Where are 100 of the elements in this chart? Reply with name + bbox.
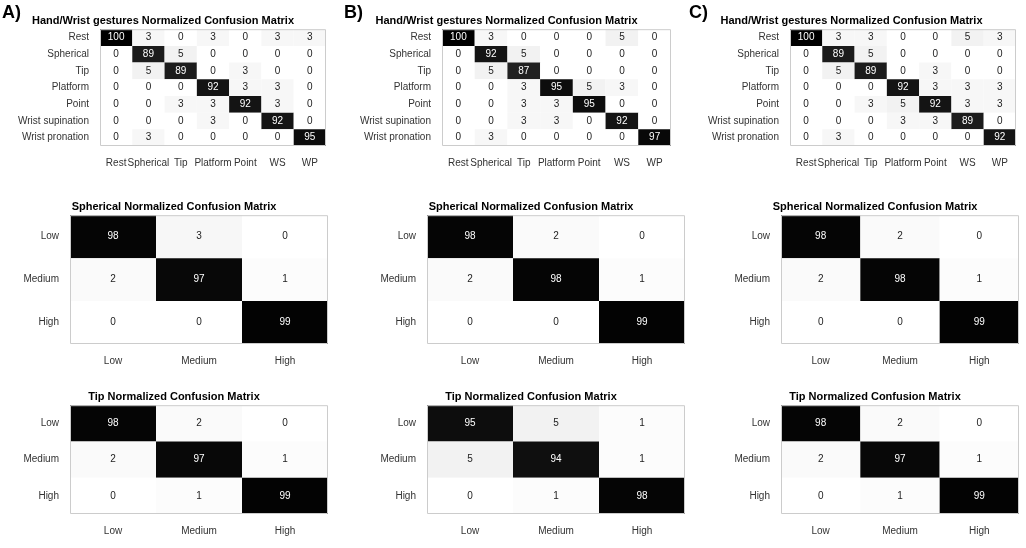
data-label: 89: [865, 64, 877, 76]
y-tick-label: Medium: [380, 273, 416, 285]
data-label: 0: [835, 98, 842, 110]
y-tick-label: High: [38, 489, 59, 501]
data-label: 2: [817, 453, 824, 465]
data-label: 1: [553, 489, 560, 501]
data-label: 87: [518, 64, 530, 76]
x-tick-label: Platform: [537, 156, 576, 168]
data-label: 0: [282, 417, 289, 429]
data-label: 95: [583, 98, 596, 110]
data-label: 98: [550, 273, 562, 285]
data-label: 0: [586, 31, 593, 43]
data-label: 0: [488, 98, 495, 110]
data-label: 92: [616, 114, 628, 126]
data-label: 0: [803, 81, 810, 93]
data-label: 0: [964, 131, 971, 143]
x-tick-label: High: [631, 524, 653, 536]
data-label: 0: [488, 81, 495, 93]
data-label: 5: [586, 81, 593, 93]
data-label: 92: [994, 131, 1006, 143]
data-label: 0: [455, 81, 462, 93]
data-label: 0: [867, 81, 874, 93]
chart-title: Tip Normalized Confusion Matrix: [789, 389, 962, 402]
chart-title: Hand/Wrist gestures Normalized Confusion Matrix: [31, 13, 295, 26]
data-label: 0: [964, 64, 971, 76]
x-tick-label: Rest: [105, 156, 127, 168]
data-label: 0: [274, 131, 281, 143]
y-tick-label: High: [749, 489, 770, 501]
data-label: 99: [279, 316, 291, 328]
data-label: 0: [619, 98, 626, 110]
data-label: 0: [282, 230, 289, 242]
data-label: 3: [145, 31, 152, 43]
y-tick-label: Point: [408, 98, 432, 110]
data-label: 92: [485, 47, 498, 59]
chart-title: Spherical Normalized Confusion Matrix: [428, 199, 635, 212]
data-label: 1: [639, 453, 646, 465]
data-label: 3: [964, 81, 971, 93]
y-tick-label: Low: [751, 417, 771, 429]
data-label: 0: [900, 31, 907, 43]
chart-title: Spherical Normalized Confusion Matrix: [772, 199, 979, 212]
y-tick-label: Wrist pronation: [711, 131, 779, 143]
data-label: 0: [455, 47, 462, 59]
y-tick-label: High: [38, 316, 59, 328]
x-tick-label: Rest: [795, 156, 817, 168]
data-label: 3: [145, 131, 152, 143]
data-label: 0: [242, 114, 249, 126]
data-label: 0: [113, 98, 120, 110]
data-label: 89: [175, 64, 187, 76]
x-tick-label: Tip: [517, 156, 531, 168]
x-tick-label: WS: [269, 156, 286, 168]
data-label: 2: [553, 230, 560, 242]
data-label: 0: [932, 31, 939, 43]
data-label: 3: [867, 98, 874, 110]
data-label: 99: [636, 316, 648, 328]
data-label: 0: [586, 64, 593, 76]
data-label: 3: [521, 81, 527, 93]
data-label: 0: [553, 316, 560, 328]
data-label: 0: [835, 114, 842, 126]
data-label: 95: [550, 81, 563, 93]
data-label: 0: [274, 64, 281, 76]
data-label: 0: [976, 417, 983, 429]
text: C): [689, 2, 708, 23]
data-label: 97: [193, 273, 205, 285]
data-label: 2: [196, 417, 203, 429]
data-label: 5: [867, 47, 874, 59]
data-label: 3: [553, 98, 560, 110]
data-label: 0: [242, 47, 249, 59]
x-tick-label: Point: [923, 156, 947, 168]
y-tick-label: Spherical: [47, 47, 89, 59]
data-label: 0: [932, 131, 939, 143]
data-label: 92: [207, 81, 219, 93]
y-tick-label: Low: [751, 230, 771, 242]
data-label: 5: [488, 64, 495, 76]
data-label: 92: [239, 98, 252, 110]
data-label: 3: [210, 98, 217, 110]
y-tick-label: Medium: [380, 453, 416, 465]
x-tick-label: Low: [460, 524, 480, 536]
y-tick-label: Platform: [741, 81, 779, 93]
data-label: 0: [145, 114, 152, 126]
data-label: 2: [467, 273, 474, 285]
data-label: 97: [894, 453, 906, 465]
data-label: 0: [803, 98, 810, 110]
data-label: 0: [897, 316, 904, 328]
data-label: 1: [639, 417, 646, 429]
data-label: 0: [307, 47, 314, 59]
data-label: 0: [651, 81, 658, 93]
data-label: 3: [619, 81, 626, 93]
data-label: 0: [803, 64, 810, 76]
data-label: 0: [586, 47, 593, 59]
data-label: 5: [467, 453, 474, 465]
y-tick-label: Rest: [410, 31, 432, 43]
y-tick-label: High: [395, 489, 416, 501]
x-tick-label: High: [274, 354, 296, 366]
x-tick-label: Rest: [448, 156, 469, 168]
x-tick-label: WS: [613, 156, 631, 168]
y-tick-label: Wrist supination: [18, 114, 89, 126]
data-label: 3: [997, 31, 1004, 43]
data-label: 1: [976, 453, 983, 465]
data-label: 3: [210, 114, 217, 126]
data-label: 95: [304, 131, 316, 143]
